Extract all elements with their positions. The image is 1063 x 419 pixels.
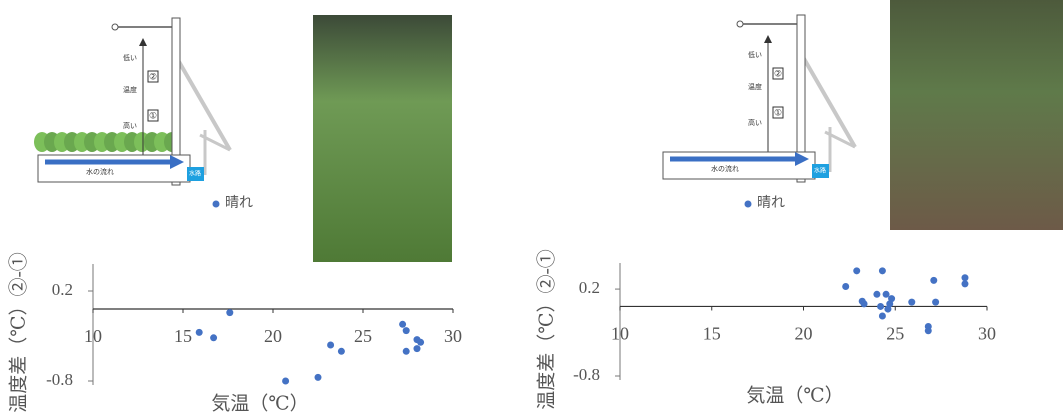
label: ②: [149, 73, 157, 83]
photo: [313, 15, 452, 262]
label: 温度: [748, 82, 762, 91]
point: [338, 348, 345, 355]
y-axis-label: 温度差（℃）②-①: [535, 249, 557, 410]
point: [196, 329, 203, 336]
pole-top: [112, 24, 118, 30]
point: [879, 267, 886, 274]
x-tick-label: 25: [354, 326, 372, 346]
x-axis-label: 気温（℃）: [211, 392, 308, 414]
point: [961, 274, 968, 281]
legend-marker: [213, 201, 220, 208]
y-tick-label: -0.8: [573, 365, 600, 384]
point: [210, 334, 217, 341]
point: [925, 327, 932, 334]
y-tick-label: 0.2: [52, 280, 73, 299]
point: [414, 345, 421, 352]
arrow-head: [764, 35, 772, 43]
point: [879, 313, 886, 320]
point: [883, 291, 890, 298]
legend-label: 晴れ: [757, 195, 785, 211]
x-tick-label: 30: [978, 324, 996, 344]
y-axis-label: 温度差（℃）②-①: [7, 252, 29, 413]
point: [417, 339, 424, 346]
point: [403, 327, 410, 334]
label: ①: [149, 112, 157, 122]
label: 水の流れ: [711, 164, 739, 173]
point: [873, 291, 880, 298]
x-tick-label: 20: [795, 324, 813, 344]
figure: 低い温度高い②①水の流れ水路低い温度高い②①水の流れ水路-0.80.210152…: [0, 0, 1063, 419]
point: [853, 267, 860, 274]
channel: [38, 155, 190, 182]
point: [327, 342, 334, 349]
x-tick-label: 25: [886, 324, 904, 344]
x-tick-label: 10: [611, 324, 629, 344]
label: 水路: [189, 170, 201, 178]
point: [403, 348, 410, 355]
arrow-head: [139, 38, 147, 46]
point: [842, 283, 849, 290]
x-axis-label: 気温（℃）: [746, 384, 843, 406]
photo: [890, 0, 1063, 230]
point: [877, 303, 884, 310]
label: 温度: [123, 85, 137, 94]
legend-label: 晴れ: [225, 195, 253, 211]
point: [930, 277, 937, 284]
channel: [663, 152, 815, 179]
y-tick-label: -0.8: [46, 370, 73, 389]
label: ②: [774, 70, 782, 80]
point: [886, 300, 893, 307]
x-tick-label: 15: [174, 326, 192, 346]
x-tick-label: 10: [84, 326, 102, 346]
pole-top: [737, 21, 743, 27]
legend-marker: [745, 201, 752, 208]
point: [861, 300, 868, 307]
point: [315, 374, 322, 381]
point: [932, 299, 939, 306]
label: 高い: [748, 118, 762, 127]
point: [399, 321, 406, 328]
label: 低い: [123, 53, 137, 62]
point: [961, 280, 968, 287]
x-tick-label: 20: [264, 326, 282, 346]
point: [226, 309, 233, 316]
y-tick-label: 0.2: [579, 278, 600, 297]
x-tick-label: 15: [703, 324, 721, 344]
label: 水路: [814, 167, 826, 175]
label: 低い: [748, 50, 762, 59]
label: ①: [774, 109, 782, 119]
x-tick-label: 30: [444, 326, 462, 346]
label: 高い: [123, 121, 137, 130]
point: [282, 378, 289, 385]
point: [908, 299, 915, 306]
label: 水の流れ: [86, 167, 114, 176]
